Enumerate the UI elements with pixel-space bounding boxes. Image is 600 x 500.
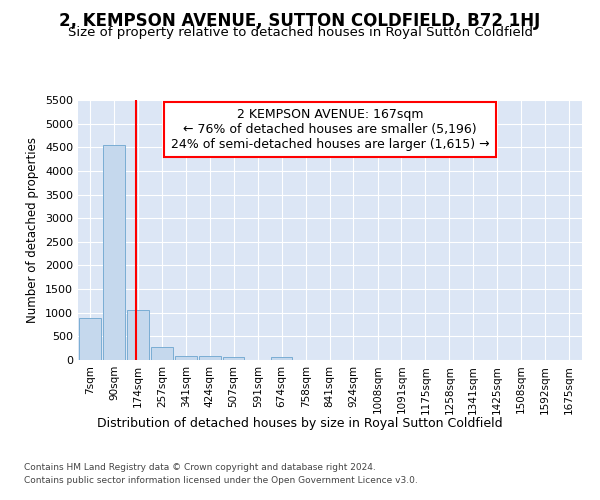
Bar <box>271 357 292 360</box>
Y-axis label: Number of detached properties: Number of detached properties <box>26 137 40 323</box>
Bar <box>199 356 221 360</box>
Text: 2 KEMPSON AVENUE: 167sqm
← 76% of detached houses are smaller (5,196)
24% of sem: 2 KEMPSON AVENUE: 167sqm ← 76% of detach… <box>170 108 490 151</box>
Bar <box>79 318 101 360</box>
Text: Distribution of detached houses by size in Royal Sutton Coldfield: Distribution of detached houses by size … <box>97 418 503 430</box>
Bar <box>127 310 149 360</box>
Text: Contains HM Land Registry data © Crown copyright and database right 2024.: Contains HM Land Registry data © Crown c… <box>24 462 376 471</box>
Bar <box>151 347 173 360</box>
Text: 2, KEMPSON AVENUE, SUTTON COLDFIELD, B72 1HJ: 2, KEMPSON AVENUE, SUTTON COLDFIELD, B72… <box>59 12 541 30</box>
Bar <box>175 356 197 360</box>
Bar <box>103 145 125 360</box>
Text: Size of property relative to detached houses in Royal Sutton Coldfield: Size of property relative to detached ho… <box>67 26 533 39</box>
Bar <box>223 357 244 360</box>
Text: Contains public sector information licensed under the Open Government Licence v3: Contains public sector information licen… <box>24 476 418 485</box>
